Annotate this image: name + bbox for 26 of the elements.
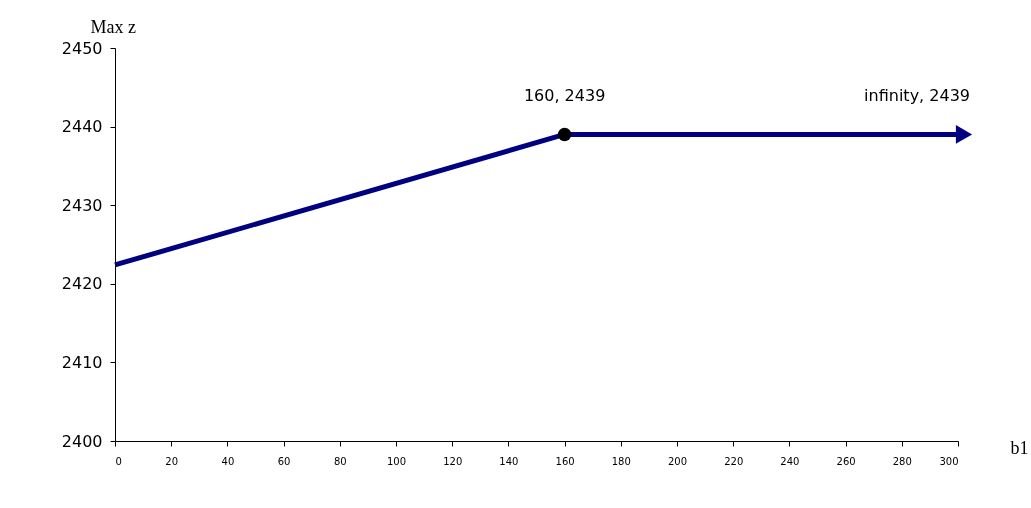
x-tick-label: 100 [386, 455, 407, 467]
y-tick-label: 2430 [61, 195, 103, 215]
x-tick-label: 200 [667, 455, 688, 467]
x-tick-label: 160 [555, 455, 575, 467]
x-tick-label: 240 [780, 455, 800, 467]
x-tick-label: 40 [221, 455, 235, 467]
x-tick-label: 20 [165, 455, 179, 467]
x-axis-title: b1 [1010, 437, 1029, 458]
x-tick-label: 300 [939, 455, 959, 467]
y-tick-label: 2410 [61, 352, 103, 372]
x-tick-label: 220 [724, 455, 744, 467]
y-axis-title: Max z [90, 16, 136, 37]
annotation: 160, 2439 [523, 86, 606, 106]
x-tick-label: 260 [836, 455, 856, 467]
y-tick-label: 2440 [61, 117, 103, 137]
x-tick-label: 280 [892, 455, 912, 467]
x-tick-label: 0 [115, 455, 122, 467]
annotation: infinity, 2439 [864, 86, 970, 106]
y-tick-label: 2420 [61, 274, 103, 294]
y-tick-label: 2400 [61, 431, 103, 451]
x-tick-label: 60 [277, 455, 291, 467]
x-tick-label: 180 [611, 455, 631, 467]
x-tick-label: 140 [499, 455, 519, 467]
x-tick-label: 120 [443, 455, 463, 467]
y-tick-label: 2450 [61, 38, 103, 58]
x-tick-label: 80 [333, 455, 347, 467]
